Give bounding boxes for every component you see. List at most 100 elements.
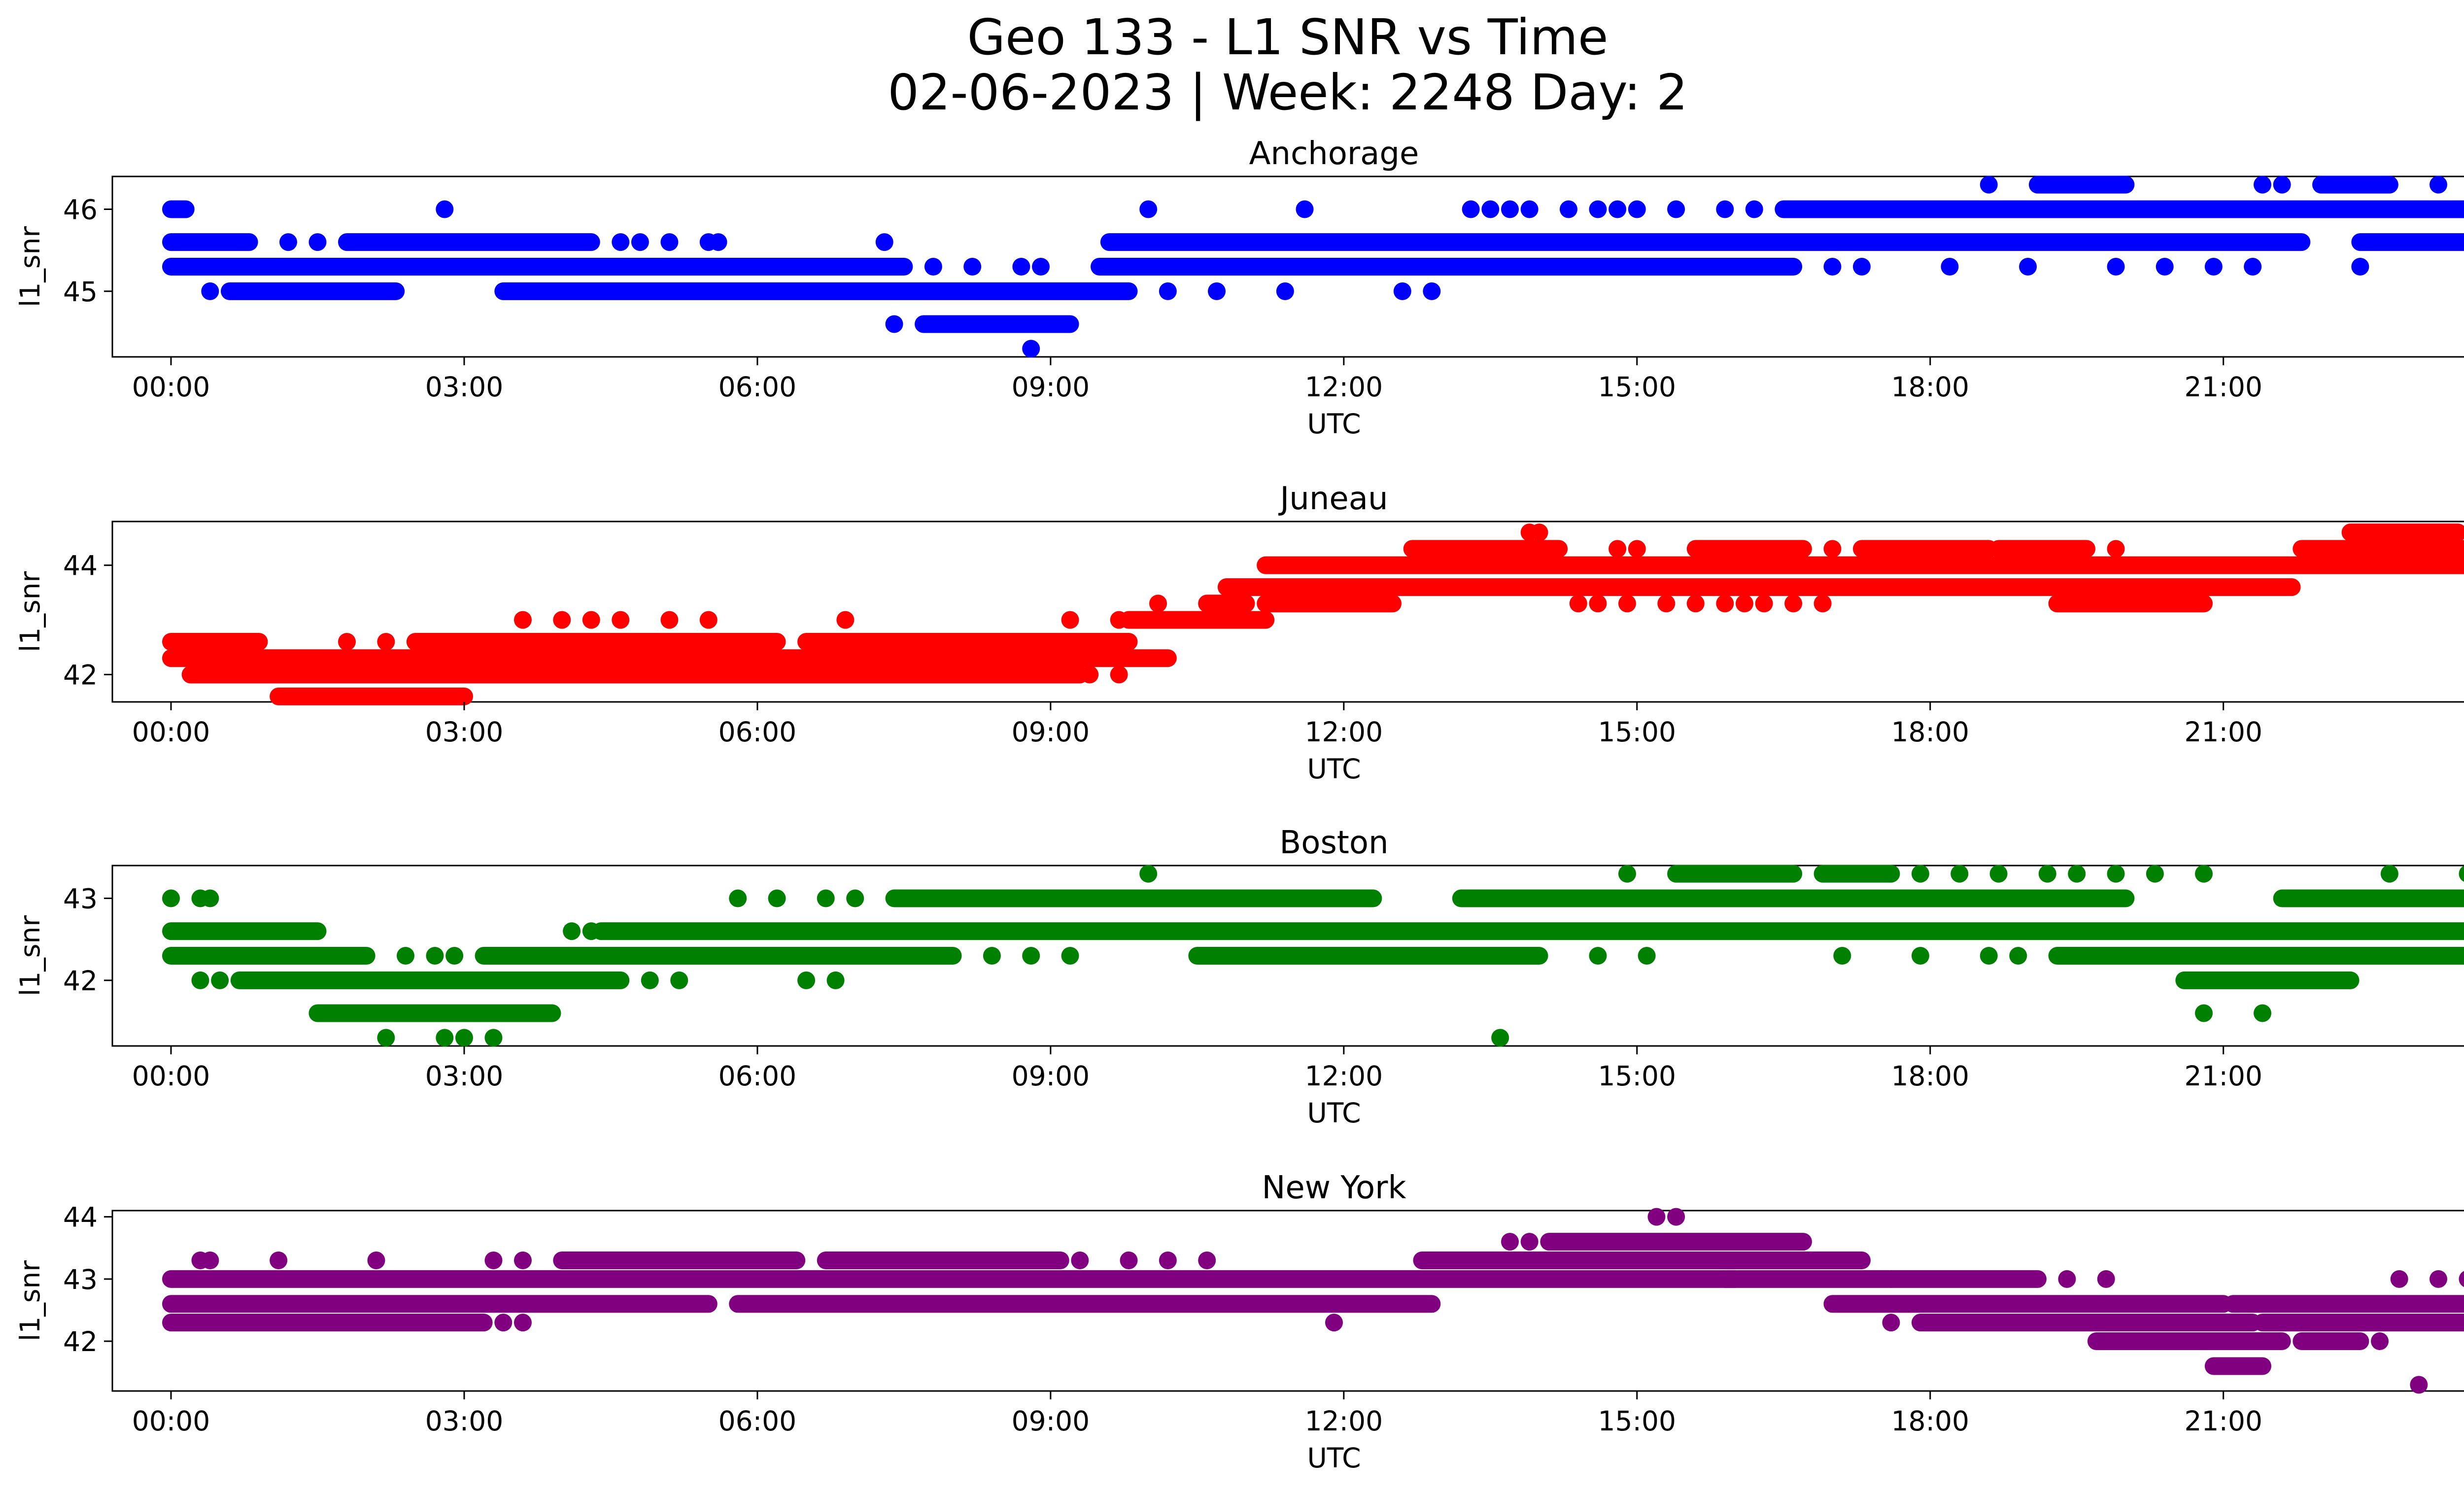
- x-tick-label: 06:00: [719, 1405, 797, 1437]
- scatter-point: [1061, 947, 1079, 965]
- scatter-point: [436, 1029, 454, 1047]
- x-axis-label: UTC: [1307, 753, 1361, 785]
- scatter-point-run: [1882, 1270, 2047, 1288]
- scatter-point: [1911, 947, 1929, 965]
- scatter-point: [494, 1314, 513, 1332]
- x-tick-label: 21:00: [2184, 1060, 2262, 1092]
- scatter-point: [1081, 665, 1099, 684]
- scatter-point-run: [162, 258, 913, 276]
- scatter-point: [612, 233, 630, 251]
- scatter-point: [768, 889, 786, 907]
- scatter-point: [1980, 175, 1998, 194]
- scatter-point: [2273, 175, 2291, 194]
- scatter-point: [1647, 1208, 1666, 1226]
- scatter-point-run: [162, 233, 258, 251]
- x-tick-label: 12:00: [1305, 371, 1383, 403]
- scatter-point: [2107, 540, 2125, 558]
- y-tick-label: 44: [63, 1202, 98, 1233]
- x-tick-label: 00:00: [132, 716, 210, 748]
- scatter-point: [1589, 200, 1607, 218]
- scatter-point-run: [2341, 523, 2464, 542]
- scatter-point: [641, 971, 659, 989]
- scatter-point-run: [758, 665, 884, 684]
- scatter-point: [1530, 523, 1548, 542]
- scatter-point: [377, 1029, 395, 1047]
- scatter-point-run: [1852, 540, 1998, 558]
- x-tick-label: 21:00: [2184, 371, 2262, 403]
- x-tick-label: 12:00: [1305, 716, 1383, 748]
- scatter-point: [836, 611, 855, 629]
- scatter-point: [1520, 200, 1539, 218]
- x-tick-label: 09:00: [1012, 716, 1090, 748]
- scatter-point-run: [162, 947, 376, 965]
- scatter-point-run: [1452, 889, 2135, 907]
- scatter-point: [572, 665, 590, 684]
- scatter-point: [846, 889, 864, 907]
- figure-title-line1: Geo 133 - L1 SNR vs Time: [967, 8, 1608, 66]
- scatter-point-run: [230, 971, 630, 989]
- scatter-point-run: [729, 1295, 1441, 1313]
- scatter-point: [1608, 200, 1627, 218]
- scatter-point-run: [2048, 594, 2213, 613]
- panel-title: Boston: [1279, 825, 1388, 861]
- scatter-point: [2459, 866, 2464, 882]
- scatter-point-run: [817, 1251, 1069, 1269]
- scatter-point: [162, 889, 180, 907]
- scatter-point-run: [270, 687, 473, 705]
- x-tick-label: 18:00: [1891, 371, 1969, 403]
- scatter-point: [1501, 200, 1519, 218]
- scatter-point: [484, 1029, 503, 1047]
- scatter-point: [426, 947, 444, 965]
- scatter-point: [1951, 865, 1969, 883]
- juneau-panel: Juneau 00:00 03:00 06:00 09:00 12:00 15:00 18:0…: [14, 481, 2464, 785]
- panel-title: Anchorage: [1249, 136, 1419, 172]
- scatter-point-run: [1814, 865, 1900, 883]
- scatter-point-run: [885, 889, 1382, 907]
- scatter-point-run: [162, 922, 327, 940]
- scatter-point: [513, 611, 532, 629]
- scatter-point-run: [2351, 233, 2464, 251]
- scatter-point: [2038, 865, 2056, 883]
- scatter-point-run: [1686, 540, 1812, 558]
- scatter-point: [1276, 282, 1294, 300]
- scatter-point: [367, 1251, 385, 1269]
- scatter-point-run: [475, 947, 962, 965]
- scatter-point-run: [1413, 1251, 1871, 1269]
- scatter-point: [582, 922, 600, 940]
- scatter-point: [1980, 947, 1998, 965]
- x-tick-label: 03:00: [425, 716, 504, 748]
- scatter-point: [1012, 258, 1030, 276]
- scatter-point-run: [1100, 233, 2311, 251]
- scatter-point: [1628, 540, 1646, 558]
- x-axis-label: UTC: [1307, 1442, 1361, 1474]
- y-tick-label: 42: [63, 1326, 98, 1357]
- scatter-point: [396, 947, 414, 965]
- scatter-point-run: [162, 633, 268, 651]
- scatter-point-run: [797, 633, 1138, 651]
- scatter-point-run: [2293, 540, 2464, 558]
- scatter-point: [963, 258, 982, 276]
- scatter-point: [1159, 1251, 1177, 1269]
- x-tick-label: 06:00: [719, 716, 797, 748]
- scatter-point: [1393, 282, 1411, 300]
- scatter-point-run: [338, 233, 600, 251]
- scatter-point: [1559, 200, 1577, 218]
- axes-frame: [111, 521, 2464, 703]
- scatter-points: [162, 175, 2464, 358]
- scatter-point: [1784, 594, 1803, 613]
- scatter-point-run: [1120, 611, 1275, 629]
- scatter-point: [612, 611, 630, 629]
- scatter-point: [1120, 1251, 1138, 1269]
- scatter-point: [513, 1314, 532, 1332]
- scatter-point: [1423, 282, 1441, 300]
- scatter-point: [1911, 865, 1929, 883]
- scatter-point: [670, 971, 688, 989]
- scatter-point: [1159, 282, 1177, 300]
- scatter-point: [1686, 594, 1705, 613]
- y-tick-label: 46: [63, 194, 98, 226]
- scatter-point: [1941, 258, 1959, 276]
- scatter-point: [1823, 258, 1842, 276]
- scatter-point: [2107, 258, 2125, 276]
- scatter-point: [1110, 611, 1128, 629]
